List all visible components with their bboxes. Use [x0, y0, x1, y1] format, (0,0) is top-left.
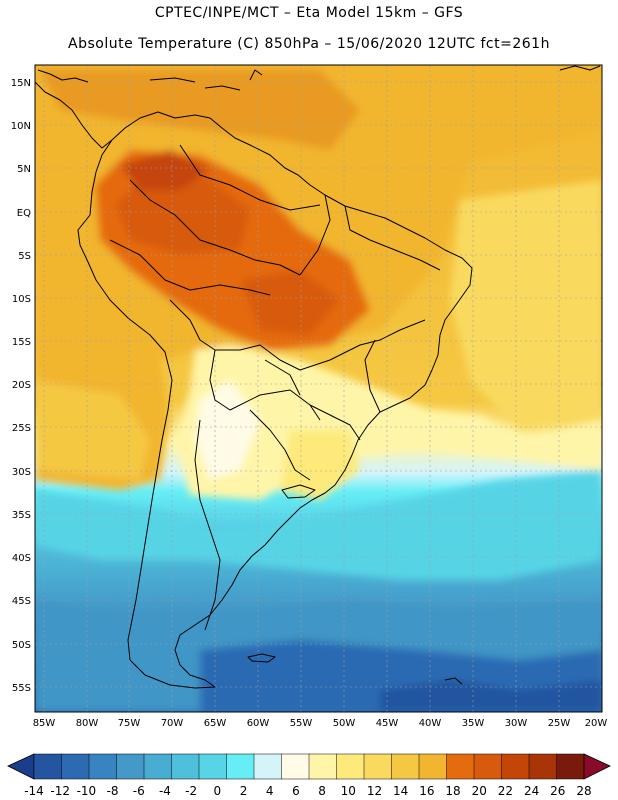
map-frame	[34, 64, 603, 713]
colorbar-tick-label: 18	[445, 784, 460, 798]
colorbar-tick-label: -14	[24, 784, 44, 798]
colorbar: -14 -12 -10 -8 -6 -4 -2 0 2 4 6 8 10 12 14 16 18 20 22 24 26…	[7, 753, 611, 798]
colorbar-swatch	[473, 753, 503, 780]
colorbar-swatch	[363, 753, 393, 780]
lat-label: 25S	[12, 423, 31, 434]
colorbar-tick-label: -12	[50, 784, 70, 798]
colorbar-swatch	[556, 753, 585, 780]
colorbar-tick-label: 8	[318, 784, 326, 798]
colorbar-swatch	[226, 753, 255, 780]
lat-label: 35S	[12, 510, 31, 521]
lon-label: 25W	[548, 718, 571, 729]
colorbar-tick-label: 16	[419, 784, 434, 798]
colorbar-swatch	[198, 753, 228, 780]
lat-label: 5S	[18, 251, 31, 262]
colorbar-swatch	[308, 753, 338, 780]
lon-label: 75W	[118, 718, 141, 729]
lon-label: 85W	[33, 718, 56, 729]
map-title-line2: Absolute Temperature (C) 850hPa – 15/06/…	[68, 36, 550, 52]
colorbar-swatch	[171, 753, 200, 780]
lon-label: 20W	[585, 718, 608, 729]
colorbar-swatch	[418, 753, 448, 780]
colorbar-swatch	[501, 753, 530, 780]
colorbar-tick-label: -6	[133, 784, 145, 798]
colorbar-tick-label: 12	[367, 784, 382, 798]
colorbar-tick-label: 2	[240, 784, 248, 798]
lon-label: 30W	[505, 718, 528, 729]
colorbar-low-arrow	[7, 753, 35, 780]
lon-label: 65W	[204, 718, 227, 729]
colorbar-high-arrow	[583, 753, 611, 780]
colorbar-swatch	[143, 753, 173, 780]
coastlines	[35, 65, 601, 689]
colorbar-swatch	[88, 753, 118, 780]
colorbar-tick-label: -4	[159, 784, 171, 798]
lon-label: 45W	[376, 718, 399, 729]
longitude-labels: 85W 80W 75W 70W 65W 60W 55W 50W 45W 40W …	[33, 718, 608, 729]
lat-label: 55S	[12, 683, 31, 694]
lon-label: 70W	[161, 718, 184, 729]
lon-label: 55W	[290, 718, 313, 729]
lat-label: 20S	[12, 380, 31, 391]
lat-label: 15S	[12, 337, 31, 348]
lat-label: 10S	[12, 294, 31, 305]
colorbar-tick-label: -10	[77, 784, 97, 798]
lon-label: 40W	[419, 718, 442, 729]
colorbar-swatch	[391, 753, 420, 780]
colorbar-tick-label: 4	[266, 784, 274, 798]
colorbar-tick-label: 22	[498, 784, 513, 798]
colorbar-tick-label: -2	[185, 784, 197, 798]
lon-label: 35W	[462, 718, 485, 729]
colorbar-swatch	[33, 753, 63, 780]
lat-label: 10N	[11, 121, 31, 132]
lon-label: 60W	[247, 718, 270, 729]
lon-label: 50W	[333, 718, 356, 729]
lon-label: 80W	[76, 718, 99, 729]
lat-label: 50S	[12, 640, 31, 651]
colorbar-tick-label: 6	[292, 784, 300, 798]
colorbar-tick-label: 10	[341, 784, 356, 798]
colorbar-tick-label: -8	[107, 784, 119, 798]
colorbar-tick-label: 28	[576, 784, 591, 798]
colorbar-tick-label: 0	[214, 784, 222, 798]
lat-label: 30S	[12, 467, 31, 478]
lat-label: 45S	[12, 596, 31, 607]
lat-label: 40S	[12, 553, 31, 564]
colorbar-swatch	[116, 753, 145, 780]
temperature-field	[35, 65, 602, 712]
map-title-line1: CPTEC/INPE/MCT – Eta Model 15km – GFS	[154, 5, 464, 21]
colorbar-tick-label: 14	[393, 784, 408, 798]
lat-label: 5N	[17, 164, 31, 175]
colorbar-swatch	[336, 753, 365, 780]
colorbar-swatch	[446, 753, 475, 780]
colorbar-swatch	[61, 753, 90, 780]
colorbar-swatch	[281, 753, 310, 780]
latitude-labels: 15N 10N 5N EQ 5S 10S 15S 20S 25S 30S 35S…	[11, 78, 31, 694]
colorbar-tick-label: 20	[472, 784, 487, 798]
lat-label: 15N	[11, 78, 31, 89]
colorbar-tick-label: 26	[550, 784, 565, 798]
colorbar-tick-label: 24	[524, 784, 539, 798]
colorbar-swatch	[528, 753, 558, 780]
lat-label: EQ	[17, 208, 31, 219]
colorbar-swatch	[253, 753, 283, 780]
